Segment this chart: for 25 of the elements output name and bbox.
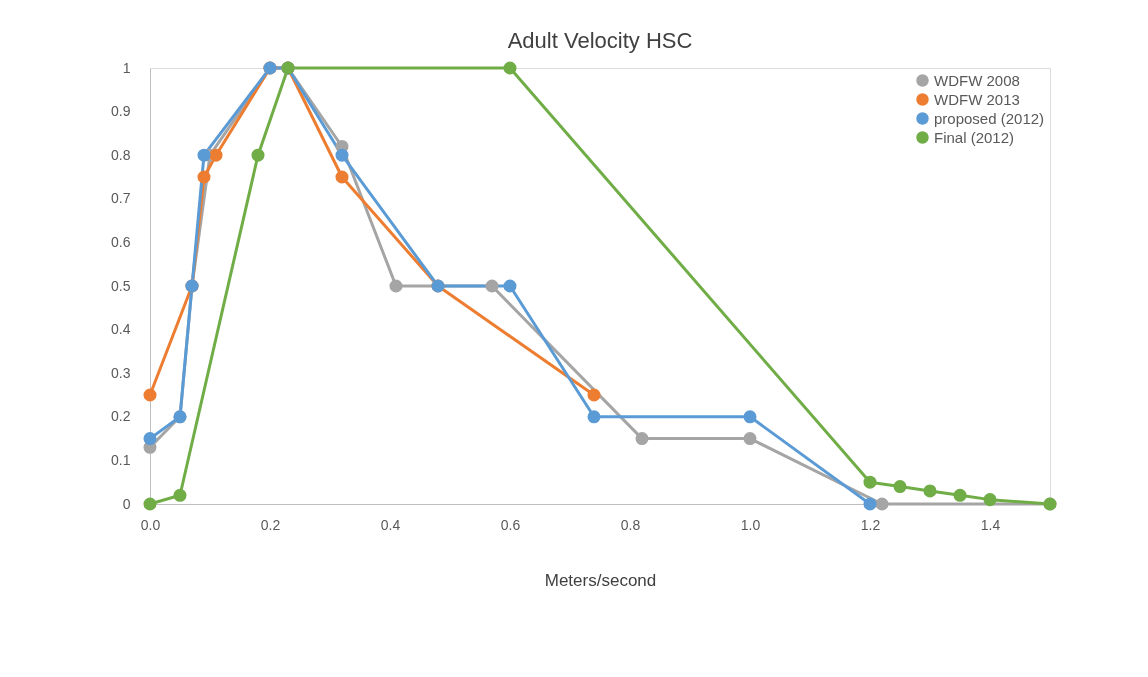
y-tick-label: 0.7 (111, 190, 131, 207)
legend-label: WDFW 2008 (934, 71, 1020, 89)
legend-label: WDFW 2013 (934, 90, 1020, 108)
x-tick-label: 1.2 (860, 516, 881, 533)
x-tick-label: 1.0 (740, 516, 761, 533)
y-tick-label: 1 (122, 59, 131, 76)
y-tick-label: 0 (122, 495, 131, 512)
y-tick-label: 0.6 (111, 233, 131, 250)
legend-label: Final (2012) (934, 128, 1015, 146)
x-tick-label: 0.8 (620, 516, 641, 533)
x-axis-title: Meters/second (544, 570, 657, 590)
y-tick-label: 0.5 (111, 277, 131, 294)
x-tick-label: 0.6 (500, 516, 521, 533)
x-tick-label: 0.2 (260, 516, 281, 533)
y-tick-label: 0.4 (111, 321, 131, 338)
y-tick-label: 0.2 (111, 408, 131, 425)
x-tick-label: 0.4 (380, 516, 401, 533)
x-tick-label: 0.0 (140, 516, 161, 533)
y-tick-label: 0.1 (111, 451, 131, 468)
chart-title: Adult Velocity HSC (507, 28, 693, 53)
x-tick-label: 1.4 (980, 516, 1001, 533)
y-tick-label: 0.8 (111, 146, 131, 163)
y-tick-label: 0.3 (111, 364, 131, 381)
legend-label: proposed (2012) (934, 109, 1045, 127)
y-tick-label: 0.9 (111, 103, 131, 120)
